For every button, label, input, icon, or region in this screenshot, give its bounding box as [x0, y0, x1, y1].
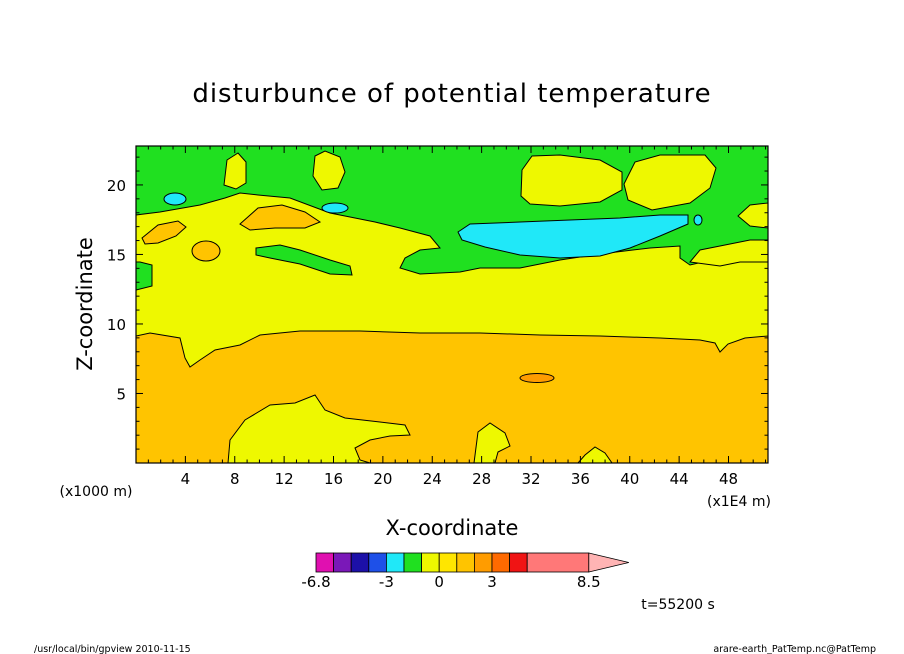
contour-region-dark-orange — [519, 373, 555, 383]
colorbar-box — [350, 552, 370, 573]
x-axis-label: X-coordinate — [386, 516, 519, 540]
colorbar-box — [438, 552, 458, 573]
contour-region-orange-upper-3 — [239, 204, 322, 231]
contour-region-orange-upper-2 — [191, 240, 221, 262]
x-tick-label: 20 — [373, 470, 392, 488]
contour-region-yellow-upper-4 — [623, 154, 717, 211]
colorbar-extend-arrow — [588, 552, 629, 573]
y-tick-label: 15 — [107, 246, 126, 264]
contour-region-green-hole-1 — [255, 244, 353, 276]
colorbar-tick-label: 8.5 — [577, 573, 601, 591]
contour-region-orange-upper-1 — [141, 220, 187, 245]
x-tick-label: 44 — [670, 470, 689, 488]
x-tick-label: 36 — [571, 470, 590, 488]
x-tick-label: 48 — [719, 470, 738, 488]
x-tick-label: 24 — [423, 470, 442, 488]
colorbar — [315, 552, 629, 573]
contour-region-cyan — [457, 214, 689, 259]
contour-region-cyan-small-1 — [163, 192, 187, 206]
contour-region-yellow-bump-1 — [227, 394, 411, 464]
x-tick-label: 32 — [521, 470, 540, 488]
colorbar-tick-label: -3 — [379, 573, 394, 591]
colorbar-box — [509, 552, 528, 573]
chart-title: disturbunce of potential temperature — [192, 79, 711, 109]
x-tick-label: 28 — [472, 470, 491, 488]
time-label: t=55200 s — [641, 597, 715, 613]
x-tick-label: 40 — [620, 470, 639, 488]
colorbar-tick-labels: -6.8 -3 0 3 8.5 — [301, 573, 600, 591]
contour-region-yellow-upper-2 — [312, 150, 346, 191]
colorbar-box — [315, 552, 335, 573]
y-axis: 5 10 15 20 — [107, 156, 768, 450]
y-axis-label: Z-coordinate — [73, 237, 97, 371]
plot-frame — [135, 145, 769, 464]
colorbar-box — [456, 552, 475, 573]
colorbar-box — [403, 552, 423, 573]
colorbar-tick-label: 0 — [434, 573, 444, 591]
x-tick-label: 12 — [275, 470, 294, 488]
x-tick-label: 16 — [324, 470, 343, 488]
colorbar-box — [368, 552, 387, 573]
x-tick-label: 8 — [230, 470, 240, 488]
footer-right: arare-earth_PatTemp.nc@PatTemp — [713, 644, 876, 654]
contour-region-yellow-upper-3 — [520, 154, 623, 207]
contour-region-cyan-small-2 — [321, 202, 349, 214]
x-tick-label: 4 — [181, 470, 191, 488]
colorbar-box — [333, 552, 352, 573]
x-axis-unit: (x1E4 m) — [707, 494, 771, 510]
colorbar-box — [491, 552, 511, 573]
x-axis: 4 8 12 16 20 24 28 32 36 40 44 48 — [147, 146, 767, 488]
contour-fill-layer — [135, 146, 769, 464]
colorbar-box — [473, 552, 493, 573]
colorbar-box — [421, 552, 440, 573]
y-tick-label: 10 — [107, 316, 126, 334]
contour-region-yellow-upper-1 — [223, 152, 247, 190]
contour-region-yellow-bump-2 — [473, 422, 511, 464]
colorbar-tick-label: 3 — [487, 573, 497, 591]
footer-left: /usr/local/bin/gpview 2010-11-15 — [34, 644, 191, 654]
colorbar-box — [526, 552, 590, 573]
colorbar-tick-label: -6.8 — [301, 573, 330, 591]
contour-region-cyan-small-3 — [693, 214, 703, 226]
colorbar-box — [385, 552, 405, 573]
y-tick-label: 20 — [107, 177, 126, 195]
y-axis-unit: (x1000 m) — [60, 484, 133, 500]
y-tick-label: 5 — [116, 385, 126, 403]
